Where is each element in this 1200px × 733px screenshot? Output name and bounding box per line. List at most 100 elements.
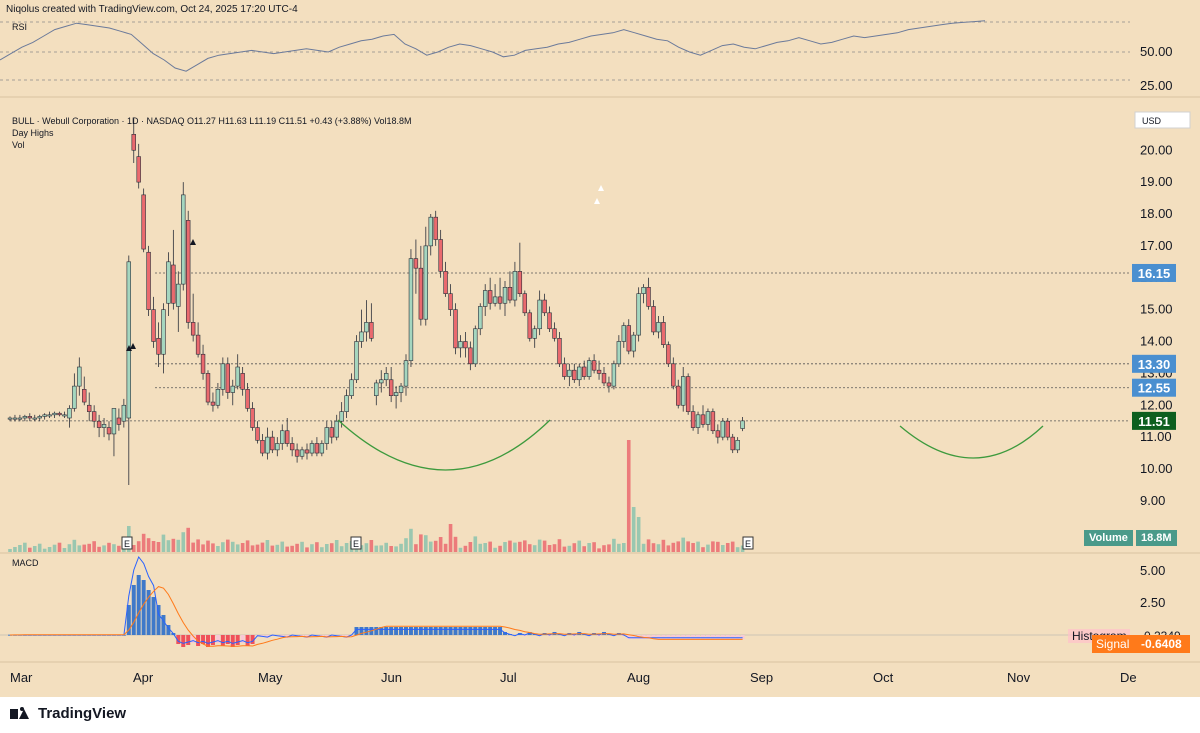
candle-body bbox=[32, 417, 37, 420]
volume-bar bbox=[221, 542, 225, 552]
volume-bar bbox=[270, 545, 275, 552]
candle-body bbox=[235, 366, 240, 387]
candle-body bbox=[463, 341, 468, 349]
candle-body bbox=[547, 312, 552, 330]
volume-bar bbox=[527, 544, 532, 552]
price-chart[interactable]: 20.0019.0018.0017.0016.0015.0014.0013.00… bbox=[0, 0, 1200, 697]
macd-histogram-bar bbox=[394, 627, 399, 635]
candle-body bbox=[393, 392, 399, 396]
candle-body bbox=[190, 322, 196, 336]
candle-body bbox=[572, 369, 577, 381]
volume-bar bbox=[532, 545, 537, 552]
volume-bar bbox=[245, 540, 250, 552]
price-level-badge bbox=[1132, 378, 1176, 397]
candle-body bbox=[42, 414, 47, 417]
volume-bar bbox=[572, 543, 577, 552]
candle-body bbox=[329, 427, 334, 438]
candle-body bbox=[482, 290, 488, 307]
volume-bar bbox=[607, 544, 611, 552]
candle-body bbox=[374, 382, 379, 396]
volume-bar bbox=[141, 533, 146, 552]
y-axis-tick: 11.00 bbox=[1140, 429, 1172, 444]
volume-bar bbox=[28, 547, 32, 552]
volume-bar bbox=[52, 544, 57, 552]
volume-bar bbox=[681, 537, 685, 552]
volume-bar bbox=[676, 541, 681, 552]
volume-bar bbox=[443, 543, 448, 552]
macd-histogram-bar bbox=[186, 635, 191, 645]
macd-histogram-bar bbox=[631, 635, 636, 639]
candle-body bbox=[299, 449, 305, 457]
volume-bar bbox=[131, 545, 136, 552]
macd-histogram-bar bbox=[666, 635, 671, 639]
candle-body bbox=[611, 363, 617, 387]
candle-body bbox=[225, 363, 230, 393]
candle-body bbox=[186, 220, 191, 323]
candle-body bbox=[12, 417, 18, 420]
macd-histogram-bar bbox=[701, 635, 705, 639]
volume-bar bbox=[716, 541, 720, 552]
candle-body bbox=[567, 369, 572, 377]
volume-bar bbox=[112, 544, 116, 552]
candle-body bbox=[542, 299, 547, 314]
candle-body bbox=[7, 417, 13, 420]
macd-histogram-bar bbox=[359, 627, 364, 635]
macd-histogram-bar bbox=[146, 590, 151, 635]
volume-bar bbox=[285, 546, 289, 552]
candle-body bbox=[354, 341, 359, 381]
volume-bar bbox=[265, 540, 270, 552]
x-axis-tick: Nov bbox=[1007, 670, 1031, 685]
candle-body bbox=[57, 412, 62, 416]
volume-bar bbox=[661, 539, 666, 552]
volume-bar bbox=[394, 546, 398, 552]
candle-body bbox=[725, 420, 730, 438]
macd-histogram-bar bbox=[478, 627, 483, 635]
macd-histogram-bar bbox=[725, 635, 730, 639]
candle-body bbox=[596, 369, 602, 374]
macd-histogram-bar bbox=[483, 627, 488, 635]
volume-bar bbox=[577, 540, 582, 552]
tradingview-logo[interactable]: TradingView bbox=[10, 705, 126, 722]
tradingview-icon bbox=[10, 706, 32, 721]
candle-body bbox=[517, 271, 523, 294]
symbol-line: BULL · Webull Corporation · 1D · NASDAQ … bbox=[12, 116, 412, 126]
candle-body bbox=[250, 408, 255, 428]
volume-bar bbox=[329, 543, 334, 552]
y-axis-tick: 19.00 bbox=[1140, 174, 1173, 189]
macd-histogram-bar bbox=[705, 635, 710, 639]
macd-histogram-bar bbox=[201, 635, 206, 644]
volume-bar bbox=[300, 541, 304, 552]
macd-histogram-bar bbox=[240, 635, 245, 643]
volume-bar bbox=[23, 542, 27, 552]
candle-body bbox=[270, 436, 275, 451]
x-axis-tick: De bbox=[1120, 670, 1137, 685]
volume-label-badge: Volume bbox=[1084, 530, 1133, 546]
macd-histogram-bar bbox=[498, 627, 503, 635]
x-axis-tick: Sep bbox=[750, 670, 773, 685]
volume-bar bbox=[315, 542, 319, 552]
candle-body bbox=[591, 360, 597, 371]
earnings-marker: E bbox=[353, 539, 359, 549]
volume-bar bbox=[602, 545, 606, 552]
macd-histogram-bar bbox=[433, 627, 438, 635]
macd-histogram-bar bbox=[626, 635, 631, 639]
candle-body bbox=[676, 385, 681, 406]
candle-body bbox=[369, 322, 374, 339]
volume-bar bbox=[37, 543, 42, 552]
candle-body bbox=[487, 290, 493, 304]
volume-bar bbox=[567, 545, 572, 552]
candle-body bbox=[418, 267, 424, 320]
signal-value: -0.6408 bbox=[1141, 637, 1182, 651]
volume-bar bbox=[13, 547, 17, 552]
candle-body bbox=[284, 430, 290, 444]
volume-bar bbox=[87, 543, 91, 552]
earnings-marker: E bbox=[124, 539, 130, 549]
macd-histogram-bar bbox=[176, 635, 181, 644]
macd-histogram-bar bbox=[191, 635, 196, 643]
candle-body bbox=[680, 376, 686, 406]
volume-bar bbox=[62, 548, 67, 552]
candle-body bbox=[27, 416, 32, 419]
macd-histogram-bar bbox=[141, 580, 146, 635]
volume-bar bbox=[557, 539, 562, 552]
price-level-badge bbox=[1132, 263, 1176, 282]
